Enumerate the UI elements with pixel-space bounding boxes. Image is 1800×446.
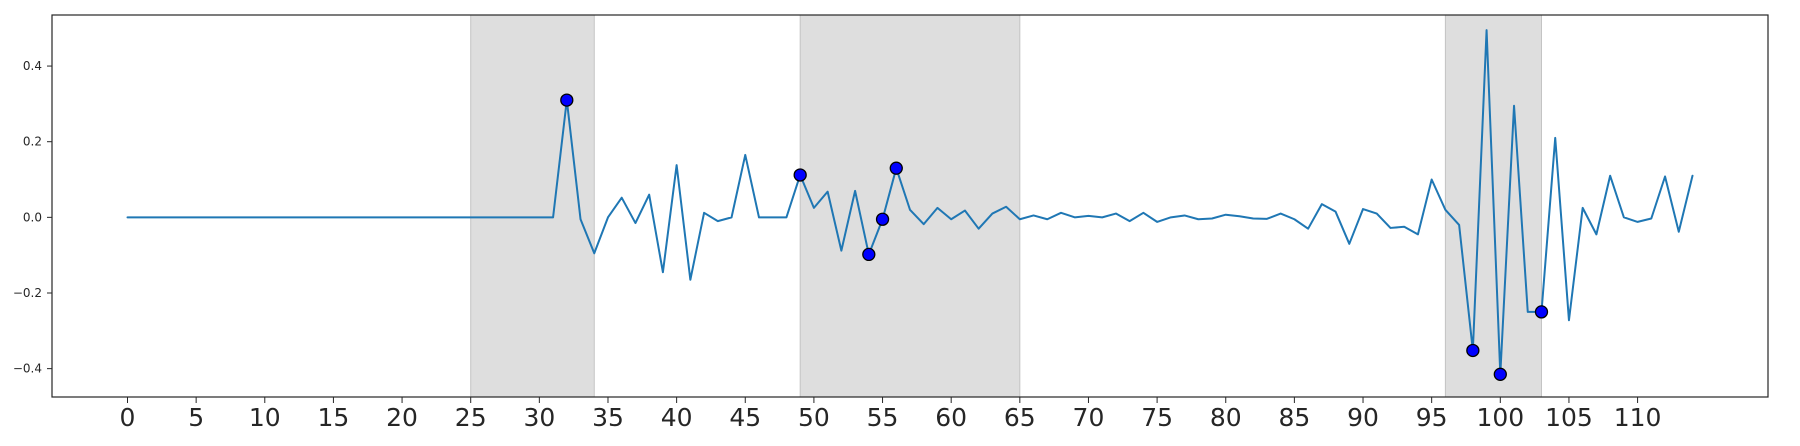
- y-tick-label: −0.2: [13, 286, 42, 300]
- shaded-region-1: [470, 14, 595, 398]
- y-axis-ticks: −0.4 −0.2 0.0 0.2 0.4: [13, 59, 52, 376]
- y-tick-label: 0.0: [23, 210, 42, 224]
- highlighted-point-7: [1493, 367, 1507, 381]
- x-axis-ticks: 0 5 10 15 20 25 30 35 40 45 50 55 60 65 70 75 80 85 90 95 10…: [120, 397, 1662, 432]
- x-tick-label: 40: [661, 403, 693, 432]
- highlighted-point-5: [889, 161, 903, 175]
- highlighted-point-4: [875, 212, 890, 226]
- y-tick-label: 0.4: [23, 59, 42, 73]
- x-tick-label: 90: [1347, 403, 1379, 432]
- x-tick-label: 105: [1545, 403, 1593, 432]
- x-tick-label: 10: [249, 403, 281, 432]
- x-tick-label: 60: [935, 403, 967, 432]
- x-tick-label: 15: [318, 403, 350, 432]
- shaded-region-2: [799, 14, 1021, 398]
- series-lines: [126, 29, 1694, 376]
- shaded-regions: [470, 14, 1542, 398]
- x-tick-label: 95: [1416, 403, 1448, 432]
- x-tick-label: 35: [592, 403, 624, 432]
- y-tick-label: 0.2: [23, 135, 42, 149]
- x-tick-label: 50: [798, 403, 830, 432]
- x-tick-label: 100: [1476, 403, 1524, 432]
- highlighted-points: [560, 93, 1549, 381]
- series-line-1: [126, 29, 1694, 376]
- y-tick-label: −0.4: [13, 362, 42, 376]
- x-tick-label: 85: [1278, 403, 1310, 432]
- x-tick-label: 110: [1614, 403, 1662, 432]
- x-tick-label: 30: [523, 403, 555, 432]
- highlighted-point-2: [793, 168, 807, 182]
- x-tick-label: 55: [867, 403, 899, 432]
- x-tick-label: 80: [1210, 403, 1242, 432]
- highlighted-point-3: [862, 247, 876, 262]
- x-tick-label: 65: [1004, 403, 1036, 432]
- highlighted-point-6: [1466, 343, 1480, 358]
- highlighted-point-1: [560, 93, 574, 107]
- x-tick-label: 0: [120, 403, 136, 432]
- x-tick-label: 25: [455, 403, 487, 432]
- x-tick-label: 75: [1141, 403, 1173, 432]
- x-tick-label: 5: [188, 403, 204, 432]
- x-tick-label: 45: [729, 403, 761, 432]
- plot-frame: [51, 14, 1769, 398]
- x-tick-label: 20: [386, 403, 418, 432]
- highlighted-point-8: [1534, 305, 1549, 319]
- x-tick-label: 70: [1073, 403, 1105, 432]
